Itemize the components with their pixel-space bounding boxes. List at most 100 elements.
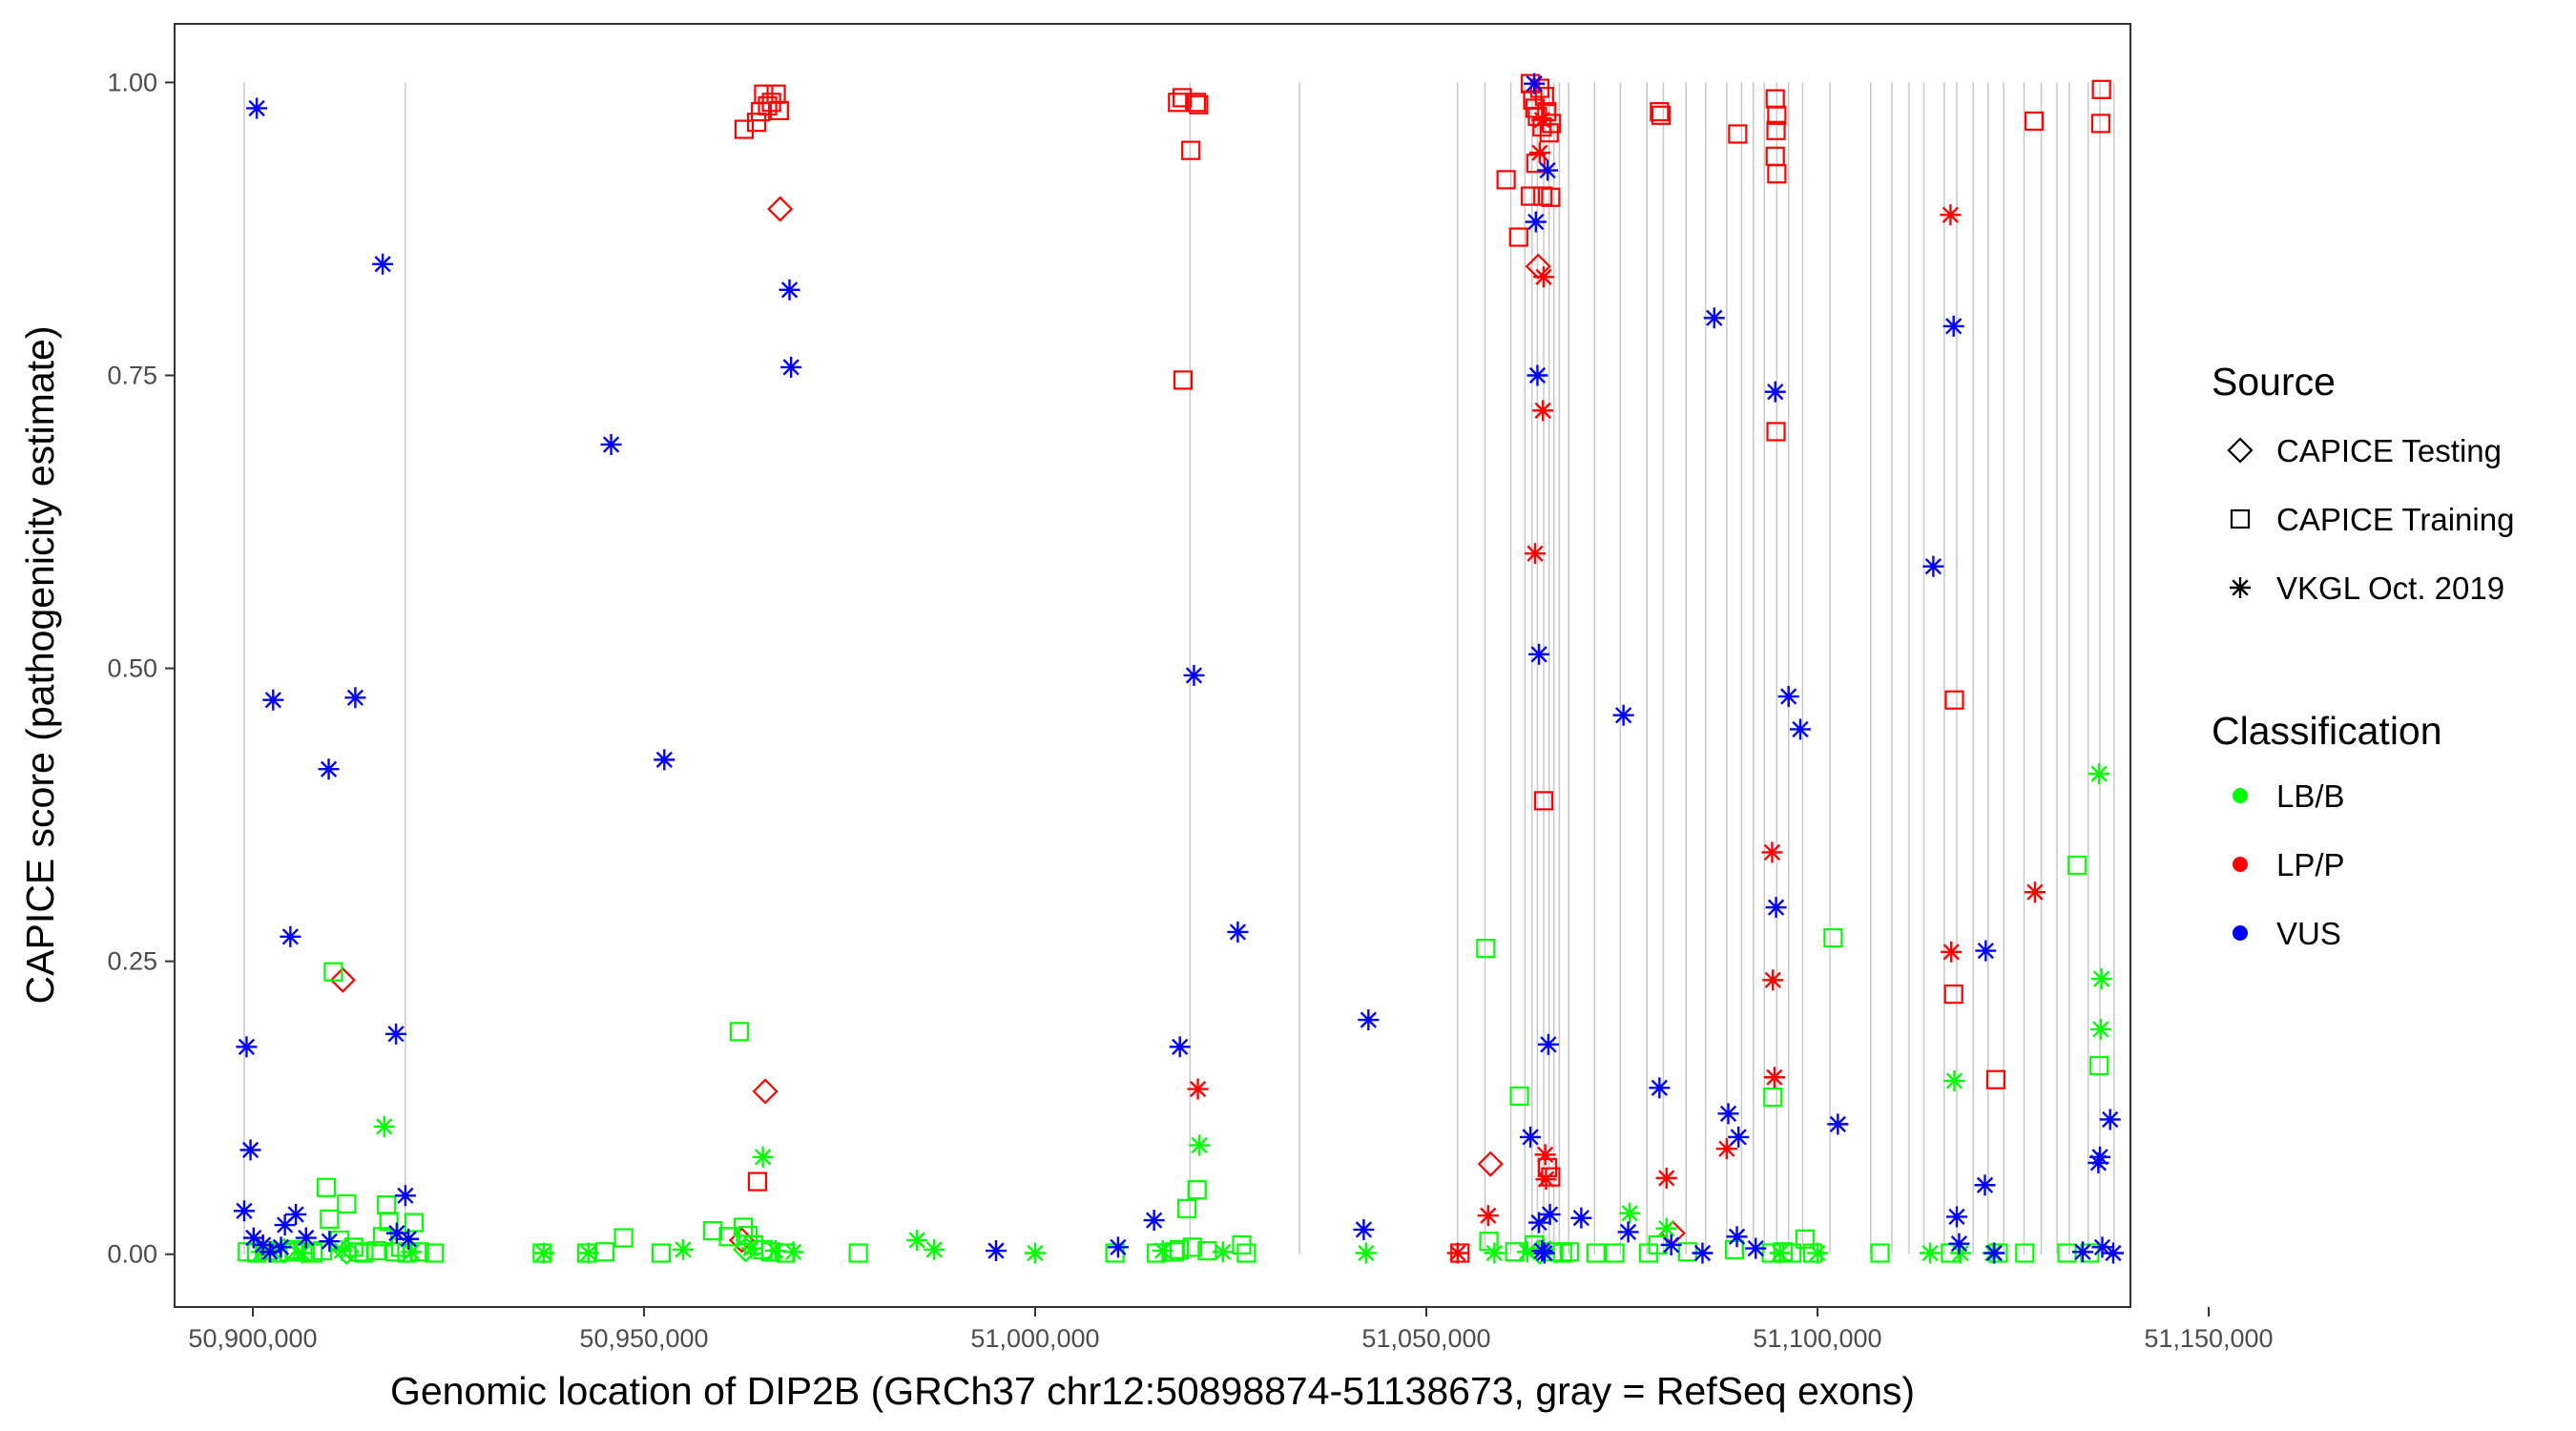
data-point bbox=[1169, 1036, 1191, 1058]
data-point bbox=[1533, 791, 1554, 811]
data-point bbox=[1025, 1242, 1046, 1264]
x-tick-label: 51,100,000 bbox=[1753, 1324, 1881, 1353]
data-point bbox=[1531, 109, 1553, 131]
data-point bbox=[318, 758, 340, 780]
data-point bbox=[1526, 154, 1546, 174]
data-point bbox=[1559, 1242, 1580, 1262]
data-point bbox=[1541, 187, 1561, 207]
data-point bbox=[1660, 1234, 1682, 1255]
data-point bbox=[1974, 1174, 1996, 1196]
data-point bbox=[533, 1242, 555, 1264]
data-point bbox=[1728, 1126, 1750, 1148]
data-point bbox=[1524, 73, 1546, 94]
data-point bbox=[848, 1243, 868, 1263]
legend-class-label: LB/B bbox=[2276, 778, 2345, 814]
data-point bbox=[1766, 120, 1786, 140]
data-point bbox=[2024, 881, 2046, 903]
x-tick-label: 50,950,000 bbox=[579, 1324, 708, 1353]
data-point bbox=[1985, 1069, 2006, 1089]
data-point bbox=[1479, 1232, 1499, 1252]
data-point bbox=[1535, 1169, 1557, 1191]
data-point bbox=[734, 119, 755, 139]
data-point bbox=[246, 97, 268, 119]
data-point bbox=[1520, 1126, 1542, 1148]
data-point bbox=[373, 1227, 393, 1247]
data-point bbox=[1525, 211, 1547, 233]
data-point bbox=[1189, 1134, 1211, 1156]
data-point bbox=[1767, 164, 1787, 184]
data-point bbox=[1169, 1239, 1189, 1259]
legend-source-items: CAPICE Testing CAPICE Training VKGL Oct. 2… bbox=[2227, 433, 2514, 606]
data-point bbox=[1765, 897, 1787, 919]
data-point bbox=[769, 100, 789, 120]
data-point bbox=[1533, 1242, 1555, 1264]
data-point bbox=[1353, 1218, 1375, 1240]
data-point bbox=[1920, 1242, 1942, 1264]
data-point bbox=[1767, 105, 1787, 125]
data-point bbox=[673, 1238, 694, 1260]
data-point bbox=[1537, 1033, 1559, 1055]
data-point bbox=[1763, 1088, 1783, 1108]
data-point bbox=[906, 1229, 928, 1251]
data-point bbox=[1942, 315, 1964, 337]
y-tick-label: 0.00 bbox=[107, 1240, 157, 1269]
data-point bbox=[344, 687, 366, 709]
data-point bbox=[1763, 1067, 1785, 1089]
data-point bbox=[1484, 1242, 1506, 1264]
data-point bbox=[782, 1241, 804, 1263]
data-point bbox=[1944, 690, 1964, 710]
data-point bbox=[2091, 1236, 2113, 1258]
data-point bbox=[1528, 142, 1550, 164]
data-point bbox=[1212, 1241, 1234, 1263]
data-point bbox=[2067, 855, 2088, 876]
data-point bbox=[729, 1022, 750, 1042]
data-point bbox=[760, 1242, 780, 1262]
data-point bbox=[1717, 1103, 1739, 1125]
data-point bbox=[780, 356, 802, 378]
data-point bbox=[1534, 87, 1554, 107]
legend-source-label: CAPICE Testing bbox=[2276, 433, 2502, 468]
data-point bbox=[1532, 400, 1554, 422]
data-point bbox=[1766, 422, 1786, 442]
data-point bbox=[764, 1240, 786, 1262]
data-point bbox=[1728, 124, 1748, 144]
data-point bbox=[1703, 307, 1725, 329]
data-point bbox=[291, 1242, 313, 1264]
exon-lines bbox=[243, 82, 2115, 1255]
data-point bbox=[1508, 227, 1528, 247]
legend-class-key bbox=[2233, 857, 2248, 872]
data-point bbox=[366, 1240, 386, 1261]
data-point bbox=[703, 1221, 723, 1241]
data-point bbox=[1655, 1167, 1677, 1189]
data-point bbox=[740, 1237, 762, 1259]
data-point bbox=[1537, 159, 1559, 181]
legend-class-title: Classification bbox=[2212, 709, 2442, 753]
data-point bbox=[233, 1200, 255, 1222]
data-point bbox=[1476, 939, 1496, 959]
data-point bbox=[320, 1209, 340, 1229]
data-point bbox=[746, 113, 767, 133]
data-point bbox=[1649, 1077, 1671, 1099]
data-point bbox=[372, 253, 394, 275]
data-point bbox=[329, 966, 356, 993]
legend-source-label: VKGL Oct. 2019 bbox=[2276, 570, 2504, 606]
data-point bbox=[1764, 381, 1786, 403]
data-point bbox=[1777, 686, 1799, 708]
data-point bbox=[337, 1193, 357, 1214]
data-point bbox=[1943, 984, 1963, 1005]
data-point bbox=[398, 1228, 420, 1250]
data-point bbox=[1358, 1009, 1380, 1031]
data-point bbox=[1227, 921, 1249, 943]
data-point bbox=[295, 1227, 317, 1249]
data-point bbox=[1870, 1243, 1890, 1263]
data-point bbox=[1187, 1078, 1209, 1100]
data-point bbox=[331, 1240, 353, 1262]
data-point bbox=[1534, 1144, 1556, 1166]
data-point bbox=[1789, 718, 1811, 740]
data-point bbox=[262, 689, 284, 711]
data-point bbox=[1520, 186, 1541, 206]
data-point bbox=[1152, 1240, 1174, 1262]
y-tick-label: 0.25 bbox=[107, 947, 157, 976]
data-point bbox=[2091, 79, 2111, 99]
